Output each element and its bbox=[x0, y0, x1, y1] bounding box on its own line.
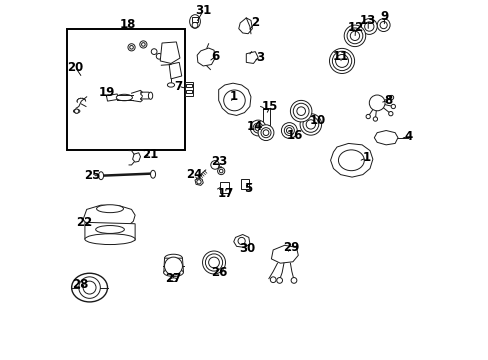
Ellipse shape bbox=[148, 92, 152, 99]
Text: 1: 1 bbox=[229, 90, 237, 103]
Text: 15: 15 bbox=[262, 100, 278, 113]
Bar bbox=[220, 182, 228, 193]
Text: 4: 4 bbox=[404, 130, 412, 143]
Text: 21: 21 bbox=[142, 148, 158, 161]
Bar bbox=[241, 179, 248, 189]
Text: 7: 7 bbox=[174, 80, 182, 93]
Bar bbox=[186, 84, 192, 87]
Polygon shape bbox=[163, 258, 183, 273]
Bar bbox=[186, 90, 192, 93]
Circle shape bbox=[156, 53, 162, 59]
Text: 30: 30 bbox=[239, 242, 255, 255]
Circle shape bbox=[210, 161, 219, 169]
Ellipse shape bbox=[99, 172, 103, 180]
Ellipse shape bbox=[72, 273, 107, 302]
Text: 25: 25 bbox=[84, 169, 100, 182]
Text: 19: 19 bbox=[98, 86, 114, 99]
Circle shape bbox=[290, 278, 296, 283]
Circle shape bbox=[366, 114, 369, 119]
Circle shape bbox=[250, 120, 265, 136]
Text: 29: 29 bbox=[283, 241, 299, 254]
Text: 27: 27 bbox=[165, 272, 181, 285]
Polygon shape bbox=[233, 234, 249, 247]
Text: 2: 2 bbox=[251, 17, 259, 30]
Polygon shape bbox=[83, 205, 135, 227]
Polygon shape bbox=[330, 143, 372, 177]
Circle shape bbox=[376, 19, 389, 32]
Polygon shape bbox=[271, 245, 298, 263]
Text: 6: 6 bbox=[211, 50, 220, 63]
Ellipse shape bbox=[189, 15, 200, 28]
Polygon shape bbox=[218, 83, 250, 116]
Text: 9: 9 bbox=[380, 10, 387, 23]
Text: 8: 8 bbox=[383, 94, 391, 107]
Text: 24: 24 bbox=[186, 168, 202, 181]
Text: 14: 14 bbox=[246, 120, 262, 133]
Circle shape bbox=[372, 117, 377, 121]
Text: 26: 26 bbox=[211, 266, 227, 279]
Text: 16: 16 bbox=[286, 129, 302, 142]
Text: 18: 18 bbox=[120, 18, 136, 31]
Text: 3: 3 bbox=[256, 51, 264, 64]
Text: 17: 17 bbox=[217, 187, 233, 200]
Circle shape bbox=[164, 257, 182, 275]
Text: 31: 31 bbox=[195, 4, 211, 17]
Text: 20: 20 bbox=[67, 60, 83, 73]
Bar bbox=[67, 30, 185, 149]
Bar bbox=[185, 82, 193, 96]
Circle shape bbox=[361, 19, 376, 35]
Text: 1: 1 bbox=[362, 151, 370, 164]
Circle shape bbox=[368, 95, 384, 111]
Text: 5: 5 bbox=[244, 183, 252, 195]
Circle shape bbox=[344, 25, 365, 46]
Ellipse shape bbox=[150, 170, 155, 178]
Ellipse shape bbox=[169, 278, 177, 282]
Circle shape bbox=[202, 251, 225, 274]
Circle shape bbox=[192, 22, 198, 28]
Bar bbox=[191, 17, 198, 22]
Polygon shape bbox=[373, 131, 397, 145]
Text: 11: 11 bbox=[332, 50, 348, 63]
Text: 13: 13 bbox=[359, 14, 376, 27]
Circle shape bbox=[390, 104, 395, 109]
Polygon shape bbox=[238, 18, 252, 34]
Polygon shape bbox=[169, 62, 182, 79]
Ellipse shape bbox=[73, 109, 80, 113]
Ellipse shape bbox=[167, 83, 174, 87]
Polygon shape bbox=[197, 48, 215, 66]
Ellipse shape bbox=[163, 269, 183, 276]
Circle shape bbox=[388, 112, 392, 116]
Polygon shape bbox=[160, 42, 180, 63]
Polygon shape bbox=[106, 94, 118, 101]
Circle shape bbox=[74, 109, 79, 113]
Circle shape bbox=[140, 41, 147, 48]
Circle shape bbox=[217, 167, 224, 175]
Circle shape bbox=[290, 100, 311, 122]
Circle shape bbox=[270, 277, 276, 283]
Bar bbox=[263, 108, 270, 125]
Ellipse shape bbox=[116, 94, 132, 101]
Text: 28: 28 bbox=[72, 278, 88, 291]
Polygon shape bbox=[85, 222, 135, 240]
Polygon shape bbox=[246, 51, 258, 63]
Circle shape bbox=[300, 114, 321, 135]
Circle shape bbox=[79, 277, 100, 298]
Text: 10: 10 bbox=[309, 114, 325, 127]
Circle shape bbox=[151, 49, 157, 54]
Text: 23: 23 bbox=[211, 155, 227, 168]
Circle shape bbox=[388, 95, 393, 100]
Circle shape bbox=[258, 125, 273, 140]
Circle shape bbox=[276, 278, 282, 283]
Ellipse shape bbox=[85, 234, 135, 244]
Circle shape bbox=[128, 44, 135, 51]
Polygon shape bbox=[195, 178, 203, 185]
Text: 12: 12 bbox=[347, 21, 363, 34]
Circle shape bbox=[329, 48, 354, 73]
Polygon shape bbox=[132, 153, 140, 162]
Ellipse shape bbox=[164, 254, 182, 262]
Circle shape bbox=[281, 123, 297, 138]
Text: 22: 22 bbox=[76, 216, 92, 229]
Ellipse shape bbox=[96, 205, 123, 213]
